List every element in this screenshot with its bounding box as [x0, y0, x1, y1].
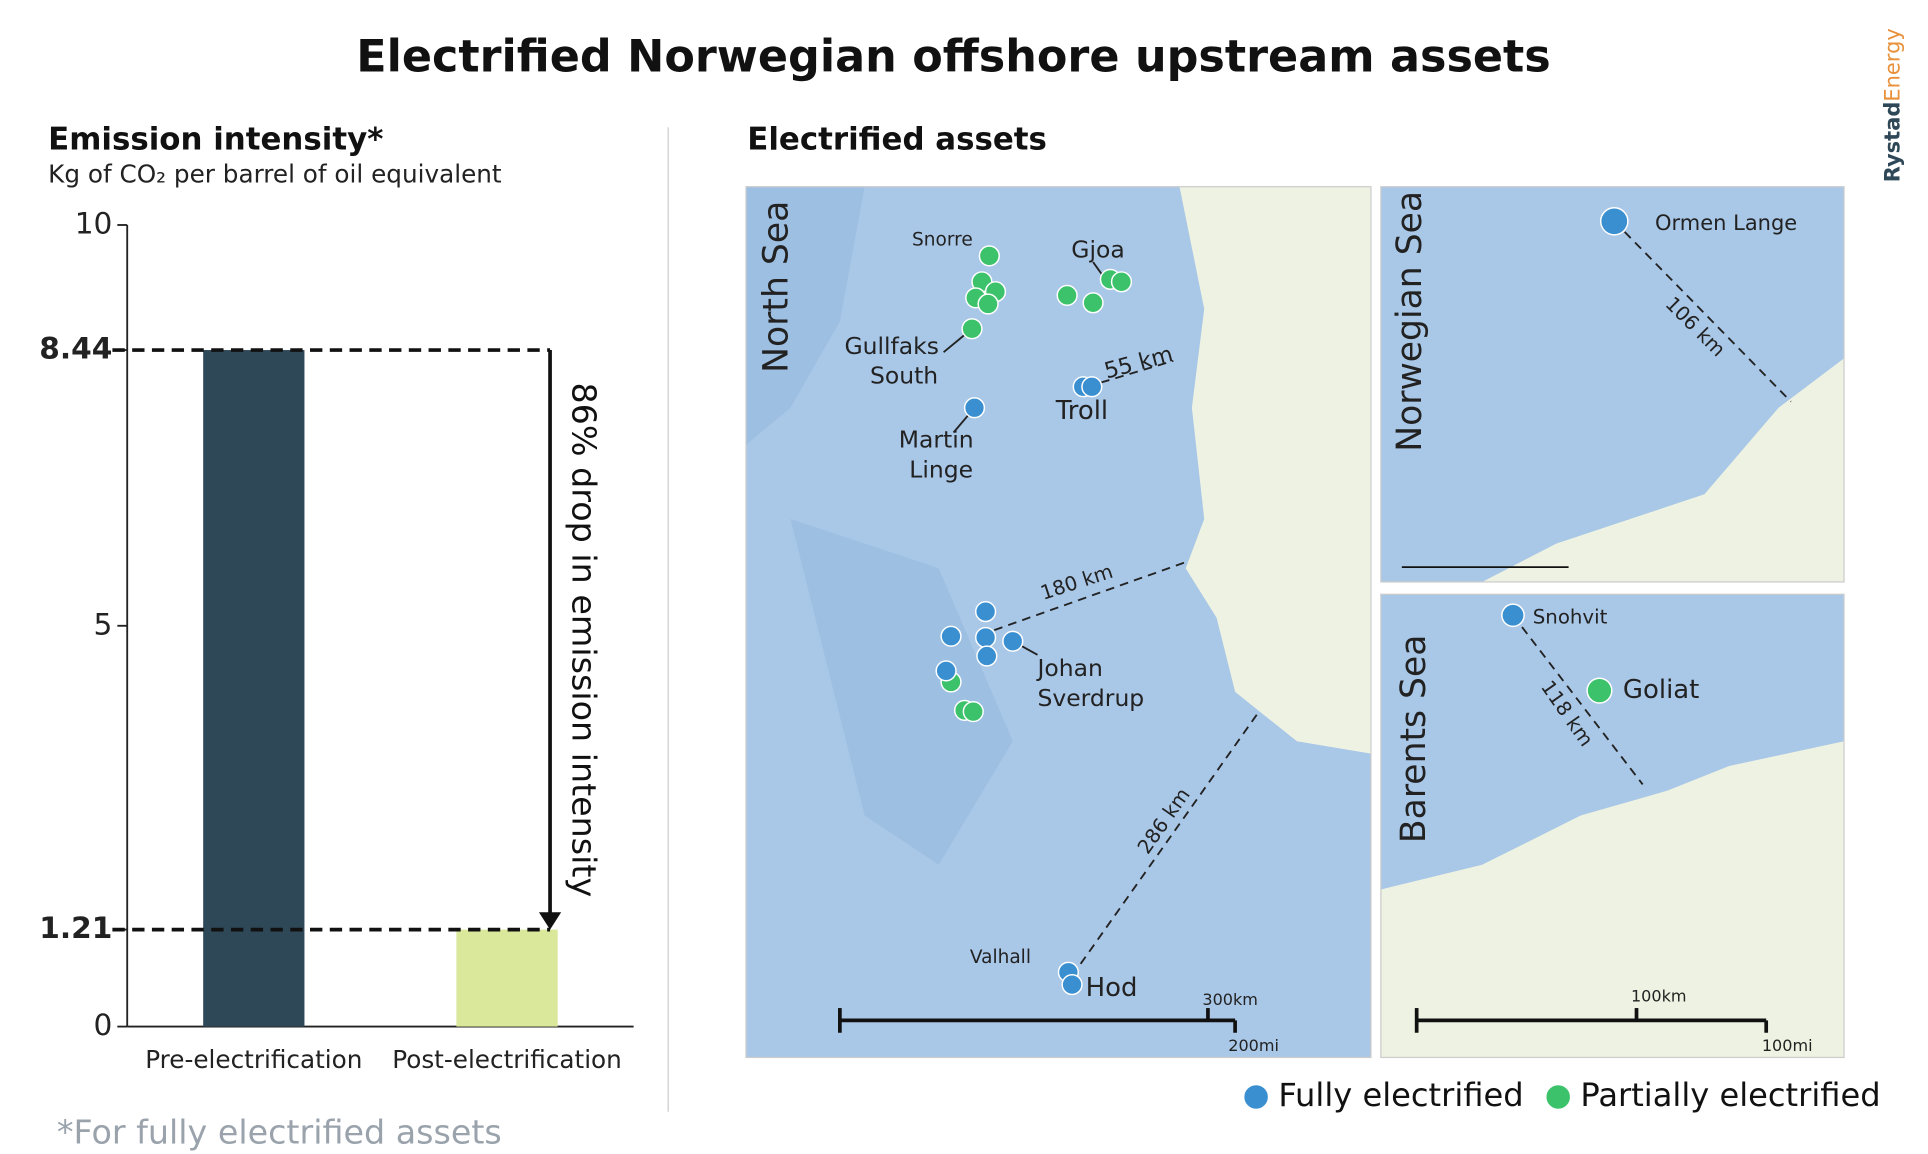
- legend-label: Partially electrified: [1580, 1076, 1880, 1114]
- scale-label: 100km: [1631, 986, 1687, 1005]
- asset-point: [935, 660, 957, 682]
- asset-point: [1081, 376, 1103, 398]
- asset-point: [1061, 973, 1083, 996]
- scale-labels: 300km 200mi 100km 100mi: [1202, 986, 1812, 1054]
- asset-point: [1599, 206, 1629, 236]
- asset-point: [1110, 271, 1133, 293]
- land: [1380, 741, 1845, 1058]
- legend-label: Fully electrified: [1278, 1076, 1523, 1114]
- y-tick-label: 0: [94, 1007, 113, 1042]
- legend-marker: [1545, 1084, 1572, 1110]
- x-tick-label: Post-electrification: [392, 1045, 622, 1074]
- asset-point: [963, 397, 986, 419]
- footnote: *For fully electrified assets: [57, 1113, 502, 1152]
- land: [1482, 358, 1845, 582]
- land: [1179, 186, 1371, 754]
- y-tick-label: 10: [75, 205, 113, 240]
- sea-label: Barents Sea: [1394, 635, 1434, 844]
- asset-point: [940, 625, 962, 647]
- annotation: 86% drop in emission intensity: [565, 382, 604, 897]
- bar-chart: Emission intensity* Kg of CO₂ per barrel…: [39, 122, 634, 1152]
- page-title: Electrified Norwegian offshore upstream …: [356, 31, 1551, 82]
- asset-label: Ormen Lange: [1655, 211, 1797, 235]
- y-tick-label: 5: [94, 606, 113, 641]
- asset-label: Martin: [899, 426, 974, 454]
- asset-labels: Snorre Gjoa Gullfaks South Troll Martin …: [844, 211, 1797, 1003]
- brand-part: Rystad: [1880, 102, 1904, 183]
- asset-label: Goliat: [1623, 675, 1699, 705]
- asset-label: Gullfaks: [844, 332, 939, 360]
- frame: [1380, 186, 1845, 583]
- asset-point: [1056, 284, 1078, 307]
- map-title: Electrified assets: [747, 122, 1047, 158]
- map-panel: [746, 186, 1371, 1058]
- legend: Fully electrified Partially electrified: [1243, 1076, 1881, 1114]
- asset-label: Linge: [909, 455, 973, 483]
- asset-label: Troll: [1055, 396, 1108, 426]
- asset-point: [962, 701, 984, 723]
- asset-point: [1501, 603, 1525, 628]
- asset-label: Johan: [1035, 654, 1102, 682]
- distance-line: [993, 561, 1187, 631]
- partial-assets: [940, 245, 1613, 723]
- sea-labels: North Sea Norwegian Sea Barents Sea: [757, 191, 1434, 843]
- map-panel: [1380, 186, 1845, 582]
- scale-bars: [838, 566, 1769, 1033]
- bar: [456, 929, 558, 1027]
- legend-marker: [1243, 1084, 1270, 1110]
- asset-point: [1082, 292, 1104, 314]
- asset-label: Snorre: [912, 229, 973, 250]
- frame: [745, 186, 1372, 1059]
- x-tick-label: Pre-electrification: [145, 1045, 362, 1074]
- sea-label: North Sea: [757, 201, 797, 373]
- full-assets: [935, 206, 1629, 996]
- y-tick-label: 8.44: [39, 331, 112, 366]
- map-panel: [1380, 594, 1845, 1058]
- frame: [1380, 593, 1845, 1059]
- chart-subtitle: Kg of CO₂ per barrel of oil equivalent: [48, 160, 502, 189]
- brand-part: Energy: [1880, 28, 1904, 101]
- asset-point: [974, 626, 997, 649]
- asset-label: Valhall: [970, 947, 1031, 968]
- brand: RystadEnergy: [1880, 28, 1904, 182]
- scale-label: 300km: [1202, 990, 1258, 1009]
- asset-label: Snohvit: [1533, 605, 1608, 628]
- distance-line: [1071, 709, 1261, 977]
- assets: [935, 206, 1629, 996]
- sea-label: Norwegian Sea: [1390, 191, 1430, 452]
- asset-label: Hod: [1086, 973, 1138, 1003]
- asset-point: [974, 600, 997, 623]
- chart-title: Emission intensity*: [48, 122, 383, 158]
- asset-point: [978, 245, 1000, 267]
- asset-label: South: [870, 361, 938, 389]
- arrow-head: [538, 912, 562, 930]
- asset-label: Sverdrup: [1037, 684, 1144, 712]
- shallow: [746, 186, 1013, 865]
- asset-label: Gjoa: [1071, 235, 1124, 263]
- asset-point: [976, 645, 998, 667]
- distance-line: [1613, 220, 1792, 403]
- asset-point: [1002, 630, 1024, 652]
- bar: [203, 350, 305, 1027]
- distance-line: [1512, 614, 1644, 786]
- y-tick-label: 1.21: [39, 910, 112, 945]
- asset-point: [1586, 677, 1613, 704]
- scale-label: 100mi: [1762, 1036, 1813, 1055]
- asset-point: [961, 318, 983, 340]
- scale-label: 200mi: [1228, 1036, 1279, 1055]
- asset-point: [977, 293, 999, 315]
